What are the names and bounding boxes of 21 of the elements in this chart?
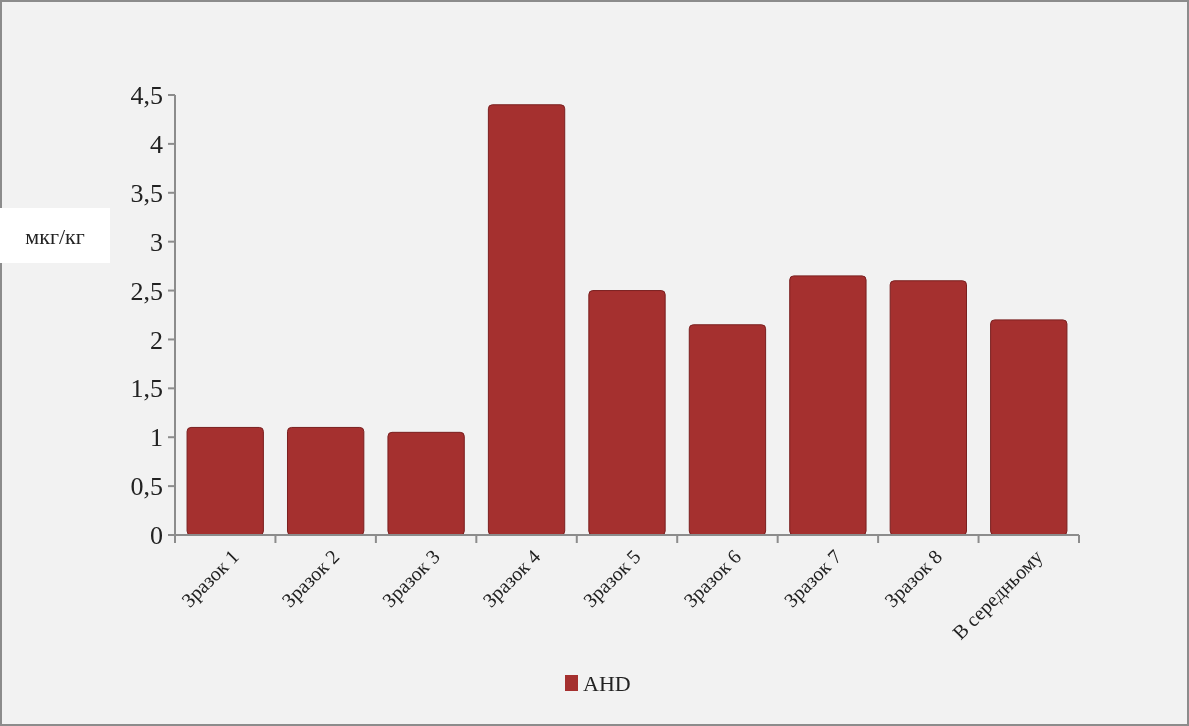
y-tick-label: 1,5 [130, 374, 163, 404]
bar [789, 275, 867, 536]
y-tick-label: 4,5 [130, 81, 163, 111]
y-axis-title: мкг/кг [25, 223, 85, 249]
bar [688, 324, 767, 536]
bar [387, 431, 465, 536]
y-tick-label: 4 [150, 129, 163, 159]
legend-label: AHD [583, 670, 631, 696]
y-tick-label: 2 [150, 325, 163, 355]
y-tick-label: 1 [150, 423, 163, 453]
y-tick-label: 0,5 [130, 472, 163, 502]
bar [287, 426, 365, 536]
bar [990, 319, 1068, 536]
y-tick-label: 3 [150, 227, 163, 257]
y-tick-label: 0 [150, 521, 163, 551]
bar [588, 290, 666, 536]
y-tick-label: 2,5 [130, 276, 163, 306]
bar [889, 280, 967, 536]
bar [487, 104, 566, 536]
bar [186, 426, 264, 536]
y-tick-label: 3,5 [130, 178, 163, 208]
